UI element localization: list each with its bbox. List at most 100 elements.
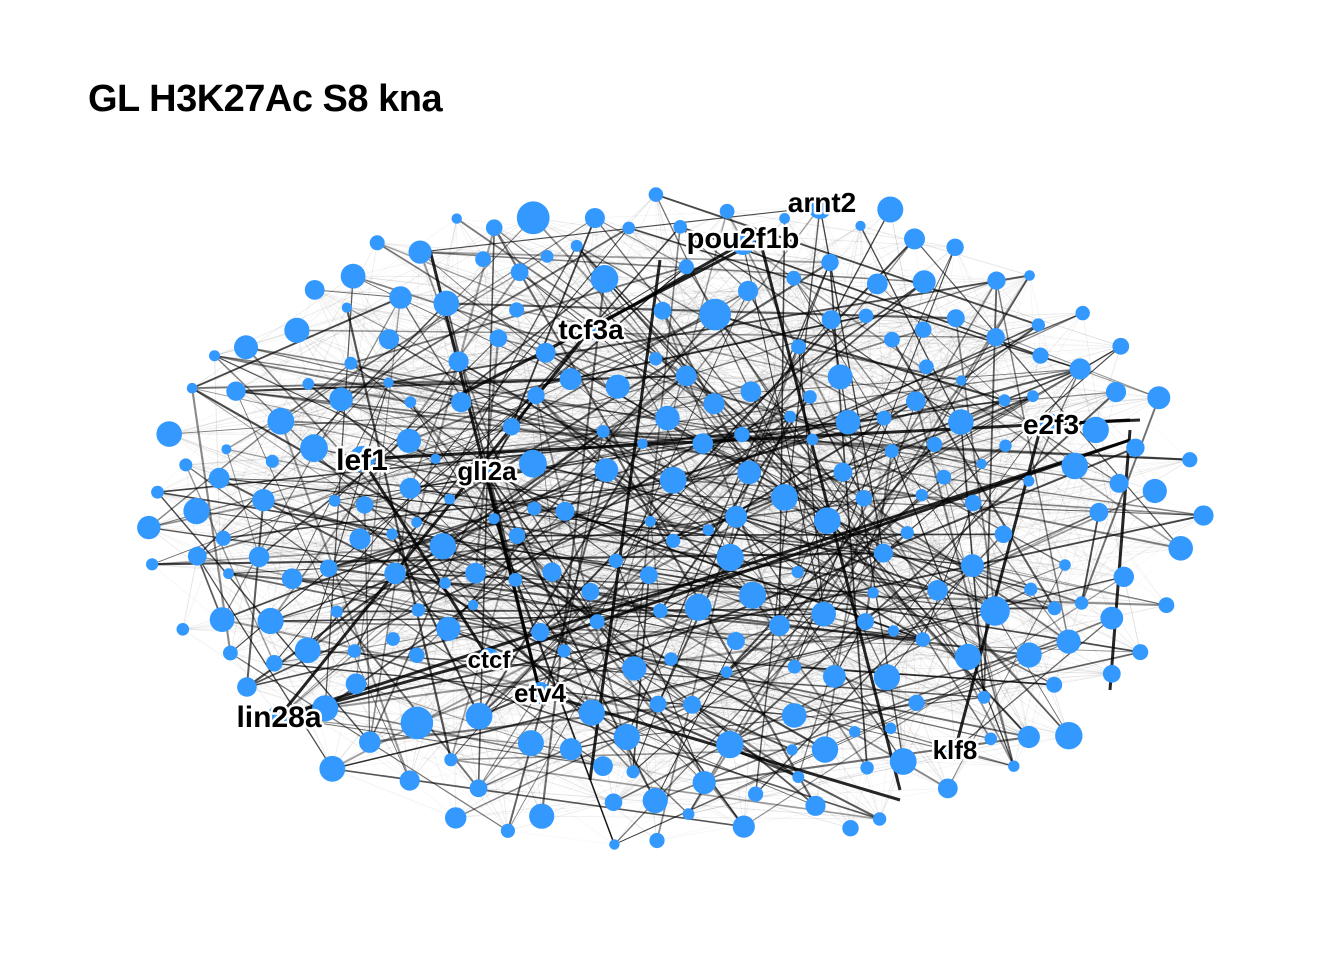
graph-edge — [947, 564, 1066, 789]
graph-edge — [535, 395, 565, 651]
graph-edge — [334, 206, 821, 501]
graph-edge — [860, 225, 1120, 484]
graph-edge — [570, 206, 821, 750]
graph-node — [369, 235, 385, 251]
graph-edge — [478, 736, 627, 789]
graph-edge — [729, 502, 974, 745]
graph-edge — [656, 788, 948, 841]
graph-edge — [388, 338, 709, 531]
graph-node — [738, 280, 759, 301]
graph-node — [739, 581, 767, 609]
graph-edge — [478, 736, 627, 789]
graph-node — [835, 409, 861, 435]
graph-edge — [394, 218, 457, 574]
node-label-tcf3a: tcf3a — [558, 314, 624, 345]
graph-edge — [570, 378, 874, 594]
graph-node — [555, 501, 575, 521]
graph-edge — [954, 247, 1034, 397]
graph-node — [300, 434, 328, 463]
graph-node — [151, 485, 164, 499]
graph-node — [692, 771, 716, 795]
graph-edge — [642, 443, 892, 729]
node-lef1 — [349, 446, 375, 472]
graph-edge — [151, 426, 512, 565]
graph-node — [1158, 597, 1175, 614]
graph-node — [436, 616, 461, 641]
graph-node — [1008, 760, 1020, 772]
graph-edge — [507, 830, 615, 845]
graph-edge — [519, 271, 828, 522]
graph-edge — [735, 516, 904, 762]
graph-node — [642, 788, 668, 814]
graph-node — [1147, 386, 1171, 410]
graph-node — [386, 528, 398, 540]
graph-edge — [1123, 576, 1141, 653]
graph-node — [860, 761, 874, 775]
graph-node — [748, 786, 764, 802]
graph-edge — [314, 289, 401, 298]
graph-node — [383, 377, 394, 388]
node-label-e2f3: e2f3 — [1023, 409, 1079, 440]
graph-edge — [435, 218, 457, 459]
graph-node — [649, 352, 663, 366]
graph-edge — [860, 225, 962, 381]
graph-node — [1105, 381, 1127, 403]
graph-node — [581, 582, 600, 601]
graph-node — [956, 375, 967, 386]
graph-node — [1056, 629, 1081, 654]
graph-edge — [332, 610, 996, 770]
graph-edge — [235, 390, 891, 729]
graph-edge — [730, 557, 1124, 578]
graph-node — [1024, 270, 1035, 281]
graph-edge — [655, 225, 861, 360]
graph-node — [399, 770, 420, 791]
node-pou2f1b — [731, 231, 755, 255]
graph-node — [302, 378, 315, 390]
graph-node — [1089, 502, 1109, 522]
graph-node — [345, 673, 367, 695]
graph-node — [344, 356, 358, 370]
graph-node — [529, 803, 555, 829]
graph-edge — [755, 247, 956, 795]
graph-edge — [214, 217, 534, 357]
graph-edge — [793, 277, 867, 317]
graph-edge — [332, 483, 1120, 770]
graph-node — [655, 405, 680, 431]
graph-edge — [353, 275, 794, 279]
graph-node — [682, 808, 695, 820]
node-lin28a — [267, 705, 291, 729]
graph-edge — [741, 434, 1141, 653]
graph-edge — [377, 242, 1155, 492]
graph-node — [347, 644, 362, 658]
graph-edge — [954, 247, 997, 338]
graph-edge — [943, 476, 1015, 767]
node-label-ctcf: ctcf — [468, 647, 512, 674]
graph-edge — [784, 324, 1039, 498]
graph-edge — [388, 210, 728, 384]
graph-node — [223, 645, 238, 661]
graph-node — [626, 765, 640, 779]
graph-edge — [648, 575, 795, 716]
graph-edge — [791, 391, 1117, 751]
graph-node — [208, 467, 230, 489]
graph-edge — [872, 337, 997, 593]
graph-edge — [597, 621, 968, 658]
graph-node — [1168, 536, 1193, 561]
node-label-arnt2: arnt2 — [788, 187, 856, 218]
graph-edge — [691, 703, 793, 751]
graph-edge — [258, 504, 365, 558]
graph-edge-strong — [588, 259, 662, 781]
graph-edge — [225, 449, 260, 558]
graph-edge — [222, 602, 1082, 621]
graph-edge — [662, 310, 885, 419]
graph-node — [806, 433, 819, 446]
graph-edge — [995, 337, 1113, 619]
graph-edge — [196, 510, 996, 612]
graph-edge — [273, 297, 401, 664]
graph-node — [976, 458, 987, 469]
graph-node — [664, 652, 678, 666]
graph-edge — [886, 329, 924, 678]
graph-edge — [350, 362, 1082, 604]
graph-node — [508, 527, 526, 544]
graph-edge — [633, 434, 743, 669]
